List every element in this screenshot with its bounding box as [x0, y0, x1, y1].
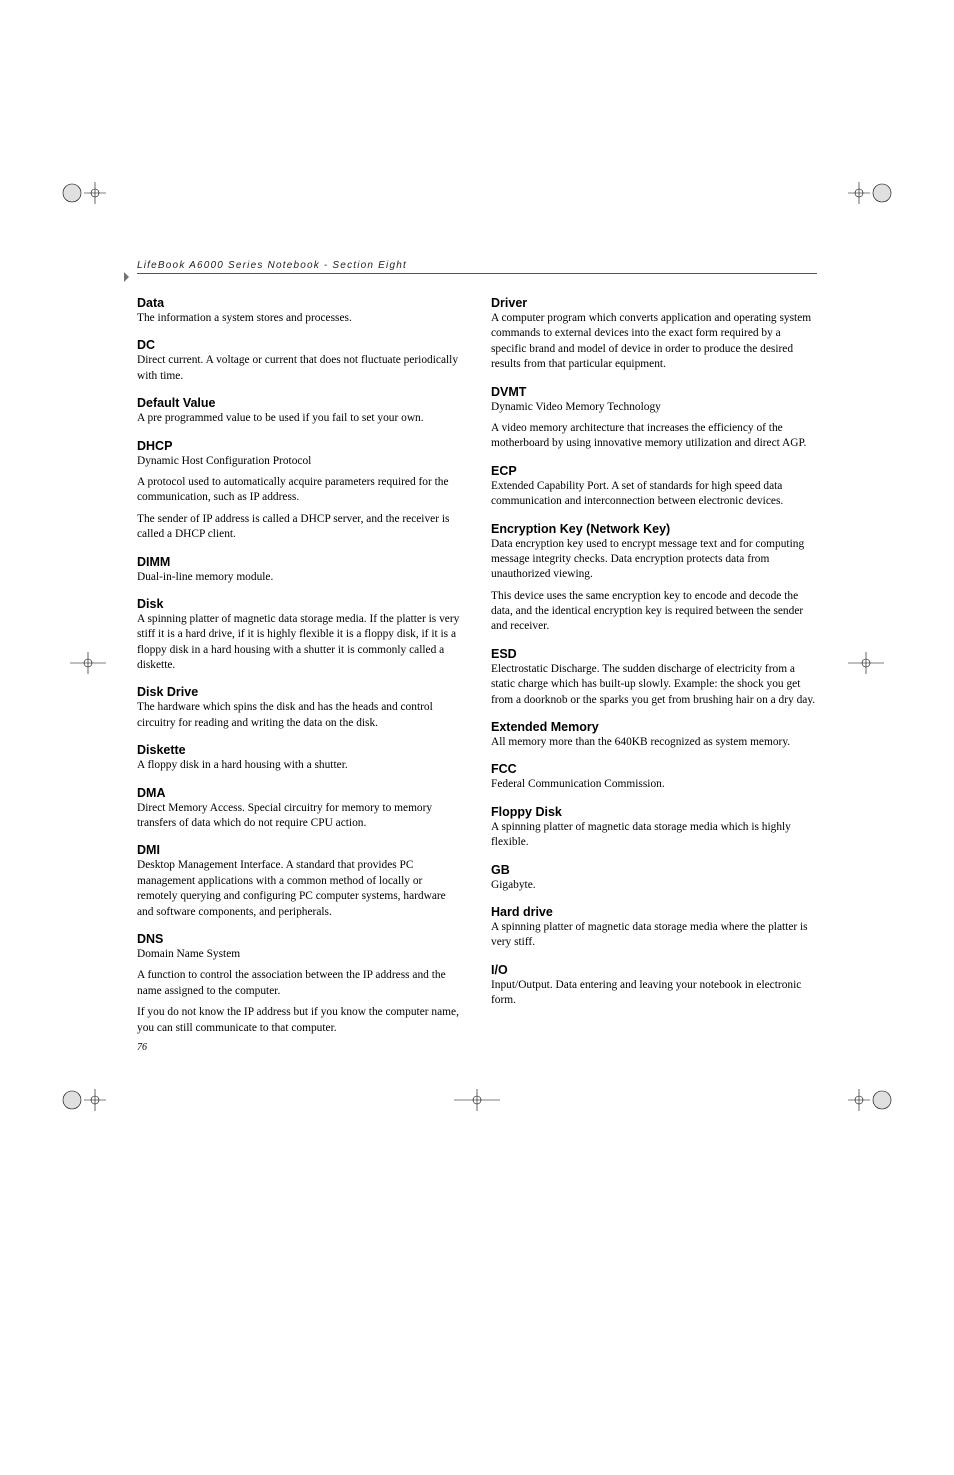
glossary-term: DNS [137, 932, 463, 946]
glossary-term: DHCP [137, 439, 463, 453]
glossary-term: ECP [491, 464, 817, 478]
glossary-term: DVMT [491, 385, 817, 399]
glossary-paragraph: If you do not know the IP address but if… [137, 1005, 463, 1036]
glossary-paragraph: A function to control the association be… [137, 968, 463, 999]
running-head-text: LifeBook A6000 Series Notebook - Section… [137, 260, 407, 271]
glossary-paragraph: Data encryption key used to encrypt mess… [491, 537, 817, 583]
glossary-term: Driver [491, 296, 817, 310]
glossary-term: Default Value [137, 396, 463, 410]
crop-mark-icon [848, 640, 894, 686]
glossary-definition: Direct current. A voltage or current tha… [137, 353, 463, 384]
glossary-definition: Federal Communication Commission. [491, 777, 817, 792]
glossary-term: GB [491, 863, 817, 877]
glossary-definition: A computer program which converts applic… [491, 311, 817, 373]
glossary-term: ESD [491, 647, 817, 661]
glossary-paragraph: Dynamic Video Memory Technology [491, 400, 817, 415]
glossary-definition: A spinning platter of magnetic data stor… [137, 612, 463, 674]
glossary-term: Disk [137, 597, 463, 611]
glossary-term: Data [137, 296, 463, 310]
two-column-layout: Data The information a system stores and… [137, 296, 817, 1053]
glossary-definition: Direct Memory Access. Special circuitry … [137, 801, 463, 832]
crop-mark-icon [60, 1077, 106, 1123]
glossary-paragraph: The sender of IP address is called a DHC… [137, 512, 463, 543]
glossary-paragraph: Dynamic Host Configuration Protocol [137, 454, 463, 469]
glossary-term: Disk Drive [137, 685, 463, 699]
page-root: LifeBook A6000 Series Notebook - Section… [0, 0, 954, 1233]
glossary-definition: Extended Capability Port. A set of stand… [491, 479, 817, 510]
glossary-term: I/O [491, 963, 817, 977]
crop-mark-icon [60, 640, 106, 686]
glossary-definition: A spinning platter of magnetic data stor… [491, 920, 817, 951]
glossary-term: FCC [491, 762, 817, 776]
glossary-term: DIMM [137, 555, 463, 569]
right-column: Driver A computer program which converts… [491, 296, 817, 1053]
glossary-definition: A floppy disk in a hard housing with a s… [137, 758, 463, 773]
glossary-term: Encryption Key (Network Key) [491, 522, 817, 536]
glossary-definition: Desktop Management Interface. A standard… [137, 858, 463, 920]
glossary-term: Extended Memory [491, 720, 817, 734]
glossary-term: Hard drive [491, 905, 817, 919]
glossary-term: DMA [137, 786, 463, 800]
glossary-term: DMI [137, 843, 463, 857]
glossary-paragraph: Domain Name System [137, 947, 463, 962]
glossary-definition: Input/Output. Data entering and leaving … [491, 978, 817, 1009]
content-area: LifeBook A6000 Series Notebook - Section… [137, 0, 817, 1233]
glossary-term: Diskette [137, 743, 463, 757]
glossary-term: Floppy Disk [491, 805, 817, 819]
crop-mark-icon [60, 170, 106, 216]
glossary-definition: A pre programmed value to be used if you… [137, 411, 463, 426]
glossary-definition: A spinning platter of magnetic data stor… [491, 820, 817, 851]
glossary-paragraph: A video memory architecture that increas… [491, 421, 817, 452]
running-head: LifeBook A6000 Series Notebook - Section… [137, 260, 817, 274]
glossary-definition: The hardware which spins the disk and ha… [137, 700, 463, 731]
glossary-paragraph: This device uses the same encryption key… [491, 589, 817, 635]
glossary-definition: Electrostatic Discharge. The sudden disc… [491, 662, 817, 708]
glossary-definition: Dual-in-line memory module. [137, 570, 463, 585]
crop-mark-icon [848, 1077, 894, 1123]
glossary-definition: The information a system stores and proc… [137, 311, 463, 326]
head-tick-icon [123, 271, 135, 283]
glossary-term: DC [137, 338, 463, 352]
crop-mark-icon [848, 170, 894, 216]
page-number: 76 [137, 1042, 463, 1053]
glossary-paragraph: A protocol used to automatically acquire… [137, 475, 463, 506]
glossary-definition: All memory more than the 640KB recognize… [491, 735, 817, 750]
left-column: Data The information a system stores and… [137, 296, 463, 1053]
glossary-definition: Gigabyte. [491, 878, 817, 893]
